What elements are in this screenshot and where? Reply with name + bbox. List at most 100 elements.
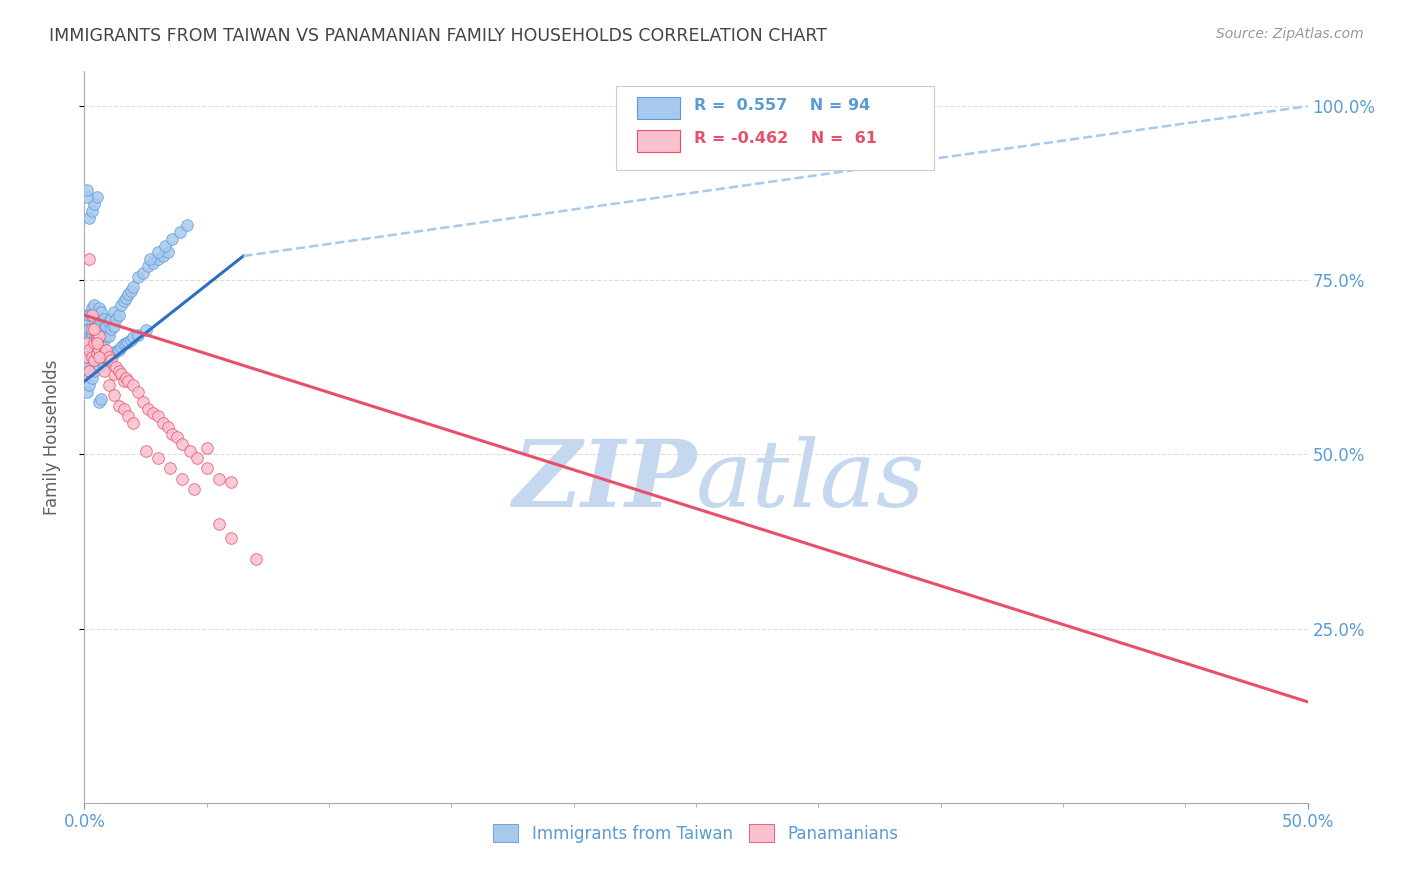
Point bbox=[100, 322, 122, 336]
Point bbox=[97, 350, 120, 364]
Point bbox=[90, 353, 112, 368]
Text: R =  0.557    N = 94: R = 0.557 N = 94 bbox=[693, 98, 870, 113]
Point bbox=[87, 315, 110, 329]
Point bbox=[97, 350, 120, 364]
Point bbox=[107, 343, 129, 357]
Point bbox=[139, 252, 162, 267]
Point bbox=[83, 311, 105, 326]
Point bbox=[80, 339, 103, 353]
Point bbox=[76, 360, 98, 375]
Point bbox=[156, 419, 179, 434]
Point bbox=[107, 399, 129, 413]
Point bbox=[87, 326, 110, 340]
Point bbox=[152, 416, 174, 430]
Point bbox=[80, 315, 103, 329]
Point bbox=[112, 294, 135, 309]
Point bbox=[152, 249, 174, 263]
Point bbox=[166, 430, 188, 444]
Point bbox=[97, 315, 120, 329]
Point bbox=[112, 337, 135, 351]
Point bbox=[93, 359, 115, 373]
Point bbox=[115, 291, 138, 305]
Point bbox=[86, 190, 108, 204]
Y-axis label: Family Households: Family Households bbox=[42, 359, 60, 515]
Point bbox=[80, 322, 103, 336]
Point bbox=[176, 218, 198, 232]
Point bbox=[86, 318, 108, 333]
Point bbox=[76, 384, 98, 399]
Point bbox=[87, 301, 110, 316]
Point bbox=[110, 298, 132, 312]
Point bbox=[80, 308, 103, 322]
Point bbox=[219, 531, 242, 545]
Point bbox=[77, 252, 100, 267]
Point bbox=[80, 371, 103, 385]
FancyBboxPatch shape bbox=[616, 86, 935, 170]
Point bbox=[142, 256, 165, 270]
Text: Source: ZipAtlas.com: Source: ZipAtlas.com bbox=[1216, 27, 1364, 41]
Point bbox=[169, 225, 191, 239]
Point bbox=[77, 333, 100, 347]
Point bbox=[183, 483, 205, 497]
Point bbox=[76, 350, 98, 364]
Point bbox=[132, 266, 155, 280]
Point bbox=[87, 343, 110, 357]
Point bbox=[87, 329, 110, 343]
Point bbox=[77, 364, 100, 378]
Point bbox=[83, 336, 105, 351]
Point bbox=[146, 245, 169, 260]
Point bbox=[77, 322, 100, 336]
Point bbox=[219, 475, 242, 490]
Point bbox=[76, 183, 98, 197]
Text: R = -0.462    N =  61: R = -0.462 N = 61 bbox=[693, 131, 876, 146]
Point bbox=[146, 252, 169, 267]
Point bbox=[127, 327, 149, 342]
Point bbox=[112, 375, 135, 389]
Point bbox=[245, 552, 267, 566]
Point bbox=[127, 269, 149, 284]
Point bbox=[117, 334, 139, 349]
Point bbox=[153, 238, 176, 252]
Point bbox=[83, 322, 105, 336]
Point bbox=[76, 350, 98, 364]
Point bbox=[120, 284, 142, 298]
Point bbox=[103, 346, 125, 360]
Point bbox=[93, 346, 115, 360]
Point bbox=[159, 461, 181, 475]
Point bbox=[90, 326, 112, 340]
FancyBboxPatch shape bbox=[637, 130, 681, 152]
Point bbox=[103, 318, 125, 333]
Point bbox=[103, 304, 125, 318]
Point bbox=[110, 339, 132, 353]
Point bbox=[117, 287, 139, 301]
Point bbox=[80, 203, 103, 218]
Point bbox=[93, 364, 115, 378]
Point bbox=[103, 388, 125, 402]
Point bbox=[115, 336, 138, 351]
Point bbox=[93, 333, 115, 347]
Point bbox=[127, 384, 149, 399]
Point bbox=[195, 441, 218, 455]
Point bbox=[76, 322, 98, 336]
Point bbox=[103, 368, 125, 382]
Point bbox=[76, 308, 98, 322]
FancyBboxPatch shape bbox=[637, 97, 681, 119]
Point bbox=[86, 336, 108, 351]
Point bbox=[76, 190, 98, 204]
Point bbox=[208, 517, 231, 532]
Point bbox=[172, 472, 194, 486]
Point bbox=[83, 196, 105, 211]
Point bbox=[179, 444, 201, 458]
Point bbox=[100, 349, 122, 363]
Point bbox=[93, 311, 115, 326]
Point bbox=[76, 336, 98, 351]
Point bbox=[117, 375, 139, 389]
Point bbox=[90, 392, 112, 406]
Point bbox=[146, 409, 169, 424]
Point bbox=[97, 377, 120, 392]
Point bbox=[80, 326, 103, 340]
Point bbox=[77, 377, 100, 392]
Point bbox=[86, 346, 108, 360]
Point bbox=[156, 245, 179, 260]
Point bbox=[107, 308, 129, 322]
